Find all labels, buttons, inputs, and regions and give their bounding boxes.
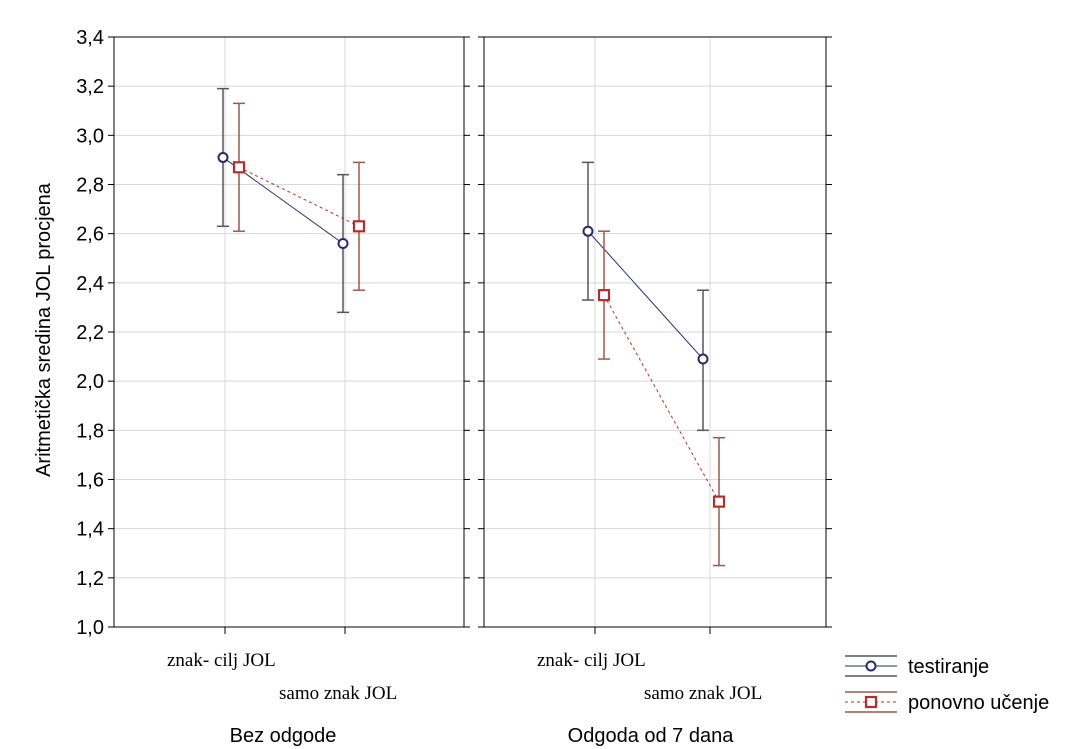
- data-point: [352, 220, 366, 233]
- y-tick-label: 1,0: [76, 617, 104, 639]
- x-category-label: samo znak JOL: [644, 683, 762, 704]
- x-category-label: znak- cilj JOL: [537, 650, 646, 671]
- y-tick-label: 1,2: [76, 568, 104, 590]
- data-point: [697, 353, 709, 365]
- series-layer: [217, 87, 726, 567]
- data-point: [597, 289, 611, 302]
- series-line: [603, 294, 720, 502]
- y-tick-label: 2,6: [76, 224, 104, 246]
- legend-label: ponovno učenje: [908, 692, 1049, 714]
- data-point: [712, 495, 726, 508]
- y-tick-label: 1,6: [76, 470, 104, 492]
- data-point: [582, 225, 594, 237]
- panel-frame: [113, 36, 465, 628]
- y-tick-label: 1,4: [76, 519, 104, 541]
- legend-label: testiranje: [908, 656, 989, 678]
- y-tick-label: 2,8: [76, 175, 104, 197]
- y-tick-label: 3,2: [76, 76, 104, 98]
- legend-marker: [865, 660, 877, 672]
- y-tick-label: 2,2: [76, 322, 104, 344]
- legend: testiranje ponovno učenje: [845, 655, 1049, 714]
- axis-layer: 1,0 1,2 1,4 1,6 1,8 2,0 2,2 2,4 2,6 2,8 3,0 3,2 3,4 z…: [76, 27, 832, 747]
- x-category-label: samo znak JOL: [279, 683, 397, 704]
- series-line: [238, 166, 360, 227]
- y-axis-label: Aritmetička sredina JOL procjena: [33, 182, 55, 477]
- panel-frame: [483, 36, 827, 628]
- y-tick-label: 1,8: [76, 420, 104, 442]
- legend-marker: [864, 695, 878, 709]
- panel-label: Odgoda od 7 dana: [568, 725, 735, 747]
- series-line: [587, 230, 704, 360]
- panel-label: Bez odgode: [230, 725, 337, 747]
- data-point: [217, 151, 229, 163]
- y-tick-label: 3,0: [76, 125, 104, 147]
- x-category-label: znak- cilj JOL: [167, 650, 276, 671]
- y-tick-label: 3,4: [76, 27, 104, 49]
- y-tick-label: 2,4: [76, 273, 104, 295]
- data-point: [337, 238, 349, 249]
- y-tick-label: 2,0: [76, 371, 104, 393]
- data-point: [232, 161, 246, 174]
